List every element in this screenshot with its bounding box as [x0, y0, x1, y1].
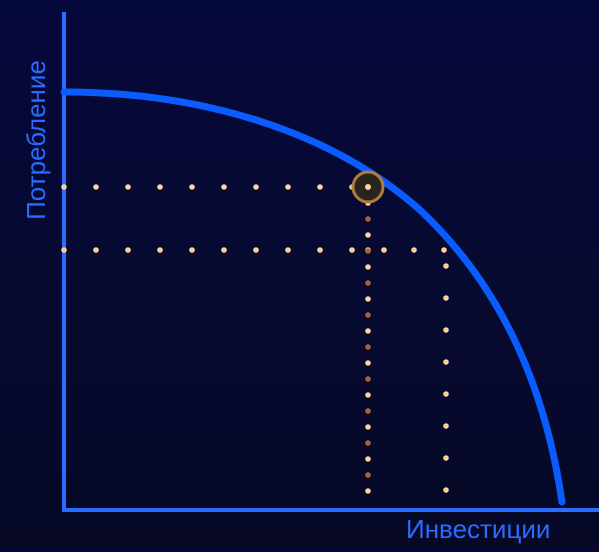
guide-dot-lower-horizontal [285, 247, 291, 253]
guide-dot-left-vertical [365, 344, 371, 350]
dotted-guide-lines [61, 184, 449, 494]
guide-dot-left-vertical [365, 472, 371, 478]
guide-dot-lower-horizontal [253, 247, 259, 253]
guide-dot-lower-horizontal [381, 247, 387, 253]
guide-dot-upper-horizontal [157, 184, 163, 190]
guide-dot-right-vertical [443, 263, 449, 269]
guide-dot-left-vertical [365, 280, 371, 286]
guide-dot-right-vertical [443, 327, 449, 333]
selected-point-center [365, 184, 371, 190]
guide-dot-right-vertical [443, 391, 449, 397]
guide-dot-upper-horizontal [93, 184, 99, 190]
guide-dot-right-vertical [443, 359, 449, 365]
guide-dot-left-vertical [365, 488, 371, 494]
guide-dot-upper-horizontal [221, 184, 227, 190]
guide-dot-upper-horizontal [189, 184, 195, 190]
guide-dot-left-vertical [365, 312, 371, 318]
guide-dot-upper-horizontal [61, 184, 67, 190]
guide-dot-lower-horizontal [157, 247, 163, 253]
guide-dot-left-vertical [365, 376, 371, 382]
guide-dot-left-vertical [365, 232, 371, 238]
guide-dot-left-vertical [365, 264, 371, 270]
guide-dot-left-vertical [365, 216, 371, 222]
guide-dot-upper-horizontal [253, 184, 259, 190]
guide-dot-upper-horizontal [317, 184, 323, 190]
guide-dot-left-vertical [365, 328, 371, 334]
guide-dot-left-vertical [365, 248, 371, 254]
guide-dot-left-vertical [365, 360, 371, 366]
guide-dot-lower-horizontal [221, 247, 227, 253]
guide-dot-upper-horizontal [285, 184, 291, 190]
guide-dot-lower-horizontal [61, 247, 67, 253]
guide-dot-lower-horizontal [411, 247, 417, 253]
guide-dot-right-vertical [443, 423, 449, 429]
guide-dot-right-vertical [443, 295, 449, 301]
ppf-curve [60, 88, 566, 506]
guide-dot-left-vertical [365, 424, 371, 430]
guide-dot-left-vertical [365, 408, 371, 414]
guide-dot-upper-horizontal [125, 184, 131, 190]
guide-dot-lower-horizontal [441, 247, 447, 253]
guide-dot-left-vertical [365, 456, 371, 462]
guide-dot-lower-horizontal [189, 247, 195, 253]
guide-dot-left-vertical [365, 296, 371, 302]
y-axis-label: Потребление [21, 60, 51, 220]
x-axis-label: Инвестиции [406, 514, 551, 544]
guide-dot-right-vertical [443, 455, 449, 461]
guide-dot-left-vertical [365, 440, 371, 446]
guide-dot-lower-horizontal [317, 247, 323, 253]
guide-dot-right-vertical [443, 487, 449, 493]
guide-dot-lower-horizontal [349, 247, 355, 253]
guide-dot-lower-horizontal [125, 247, 131, 253]
guide-dot-lower-horizontal [93, 247, 99, 253]
guide-dot-left-vertical [365, 392, 371, 398]
